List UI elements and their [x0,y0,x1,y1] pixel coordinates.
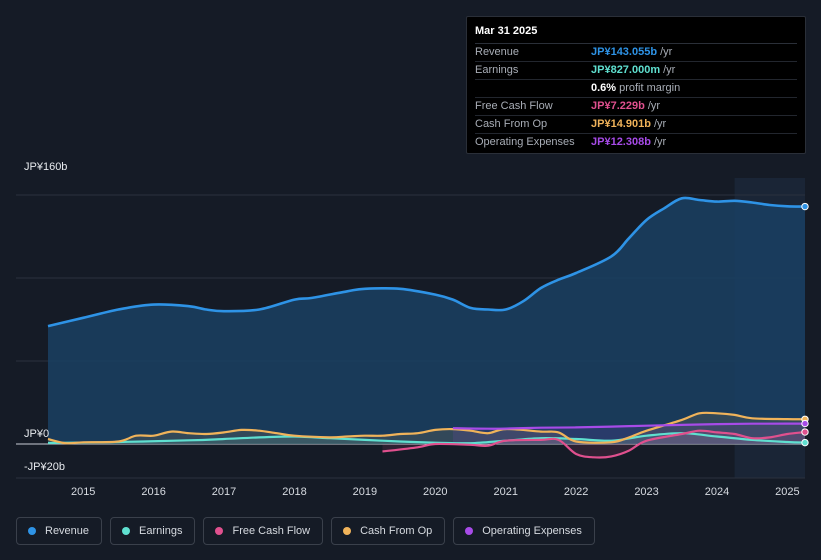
legend-item-operating-expenses[interactable]: Operating Expenses [453,517,595,545]
legend-label: Cash From Op [360,525,433,537]
x-tick-label: 2015 [71,486,95,498]
tooltip-row-value: JP¥143.055b [591,46,658,58]
tooltip-row-value: JP¥7.229b [591,100,645,112]
x-tick-label: 2024 [705,486,729,498]
x-tick-label: 2016 [141,486,165,498]
revenue-line [47,196,806,328]
tooltip-row: 0.6% profit margin [475,80,797,98]
legend: Revenue Earnings Free Cash Flow Cash From O… [16,517,599,545]
tooltip-row-label: Free Cash Flow [475,100,553,112]
legend-item-revenue[interactable]: Revenue [16,517,103,545]
tooltip-row-label: Revenue [475,46,520,58]
operating-expenses-end-dot [801,419,809,428]
earnings-line [47,432,806,445]
y-tick-label: -JP¥20b [24,461,65,473]
tooltip-row-label [475,80,591,97]
tooltip-row: Revenue JP¥143.055b/yr [475,44,797,62]
revenue-area [48,197,805,444]
x-tick-label: 2025 [775,486,799,498]
x-axis: 2015 2016 2017 2018 2019 2020 2021 2022 2023 2024… [71,486,800,498]
series-end-dots [801,202,809,447]
x-tick-label: 2019 [353,486,377,498]
free-cash-flow-end-dot [801,428,809,436]
cash-from-op-line [47,411,806,445]
y-axis: JP¥160b JP¥0 -JP¥20b [24,161,67,473]
legend-label: Free Cash Flow [232,525,311,537]
tooltip-rows: Revenue JP¥143.055b/yr Earnings JP¥827.000m… [475,44,797,151]
x-tick-label: 2022 [564,486,588,498]
legend-dot-icon [122,527,131,535]
tooltip-row: Operating Expenses JP¥12.308b/yr [475,134,797,151]
tooltip-row-label: Earnings [475,64,519,76]
legend-dot-icon [215,527,224,535]
tooltip-row-unit: /yr [663,64,676,76]
tooltip-panel: Mar 31 2025 Revenue JP¥143.055b/yr Earning… [466,16,806,154]
earnings-end-dot [801,438,809,447]
tooltip-row-value: 0.6% [591,82,617,94]
tooltip-row-unit: /yr [647,100,661,112]
tooltip-row: Free Cash Flow JP¥7.229b/yr [475,98,797,116]
x-tick-label: 2021 [493,486,517,498]
cash-from-op-area [48,412,805,444]
x-tick-label: 2023 [634,486,658,498]
legend-label: Revenue [45,525,90,537]
x-tick-label: 2020 [423,486,447,498]
tooltip-row: Earnings JP¥827.000m/yr [475,62,797,80]
tooltip-row-unit: /yr [653,136,667,148]
legend-label: Earnings [139,525,183,537]
revenue-end-dot [801,202,809,211]
x-tick-label: 2017 [212,486,236,498]
series-areas [48,197,805,458]
tooltip-row-unit: /yr [660,46,673,58]
y-tick-label: JP¥160b [24,161,67,173]
tooltip-row-unit: /yr [653,118,667,130]
series-lines [47,196,806,459]
tooltip-row-value: JP¥14.901b [591,118,651,130]
tooltip-row-unit: profit margin [619,82,681,94]
free-cash-flow-line [382,429,806,459]
tooltip-row-value: JP¥12.308b [591,136,651,148]
legend-dot-icon [343,527,352,535]
tooltip-date: Mar 31 2025 [475,25,797,44]
operating-expenses-line [452,422,805,430]
legend-label: Operating Expenses [482,525,582,537]
tooltip-row-label: Cash From Op [475,118,548,130]
legend-item-cash-from-op[interactable]: Cash From Op [331,517,446,545]
legend-item-earnings[interactable]: Earnings [110,517,196,545]
tooltip-row: Cash From Op JP¥14.901b/yr [475,116,797,134]
legend-dot-icon [28,527,36,535]
y-tick-label: JP¥0 [24,428,49,440]
tooltip-row-label: Operating Expenses [475,136,575,148]
legend-dot-icon [465,527,474,535]
tooltip-row-value: JP¥827.000m [591,64,661,76]
legend-item-free-cash-flow[interactable]: Free Cash Flow [203,517,324,545]
x-tick-label: 2018 [282,486,306,498]
